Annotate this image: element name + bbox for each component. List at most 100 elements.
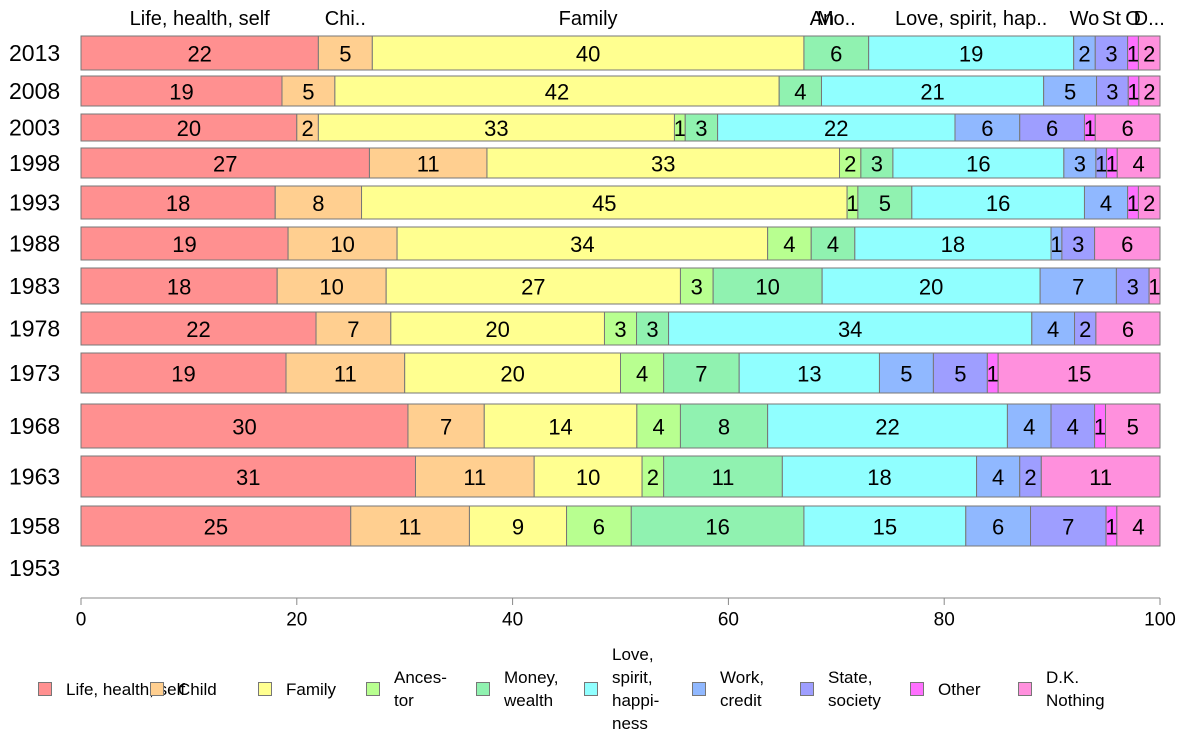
- data-label: 4: [636, 362, 648, 387]
- x-axis: 0 20 40 60 80 100: [76, 597, 1176, 631]
- bar-segment: [868, 35, 1075, 71]
- data-label: 10: [755, 275, 779, 300]
- data-label: 4: [1047, 317, 1059, 342]
- x-tick-label: 40: [502, 610, 523, 631]
- data-label: 9: [512, 515, 524, 540]
- data-label: 5: [954, 362, 966, 387]
- bar-segment: [1094, 226, 1161, 261]
- data-label: 6: [830, 42, 842, 67]
- bar-row: 19 10 34 4 4 18 1 3 6: [80, 226, 1161, 261]
- segment-header: D...: [1134, 8, 1165, 30]
- bar-segment: [368, 147, 488, 179]
- segment-header: O: [1125, 8, 1141, 30]
- legend-item: Ances- tor: [366, 646, 447, 732]
- bar-segment: [767, 403, 1008, 449]
- data-label: 5: [1127, 415, 1139, 440]
- bar-segment: [317, 113, 675, 142]
- bars: 22 5 40 6 19 2 3 1 219 5 42 4 21 5 3 1 220 2 33 1 3 22 6 6 1 627 1…: [80, 35, 1161, 547]
- data-label: 11: [463, 465, 486, 490]
- data-label: 18: [941, 232, 965, 257]
- data-label: 22: [824, 116, 848, 141]
- data-label: 3: [1074, 152, 1086, 177]
- data-label: 4: [1132, 515, 1144, 540]
- bar-segment: [361, 185, 848, 220]
- bar-segment: [80, 311, 317, 346]
- data-label: 1: [674, 116, 686, 141]
- legend-item: D.K. Nothing: [1018, 646, 1105, 732]
- bar-segment: [80, 267, 278, 305]
- bar-segment: [954, 113, 1021, 142]
- bar-segment: [668, 311, 1033, 346]
- data-label: 1: [1095, 152, 1107, 177]
- data-label: 3: [1105, 42, 1117, 67]
- bar-segment: [80, 185, 276, 220]
- bar-segment: [80, 352, 287, 394]
- bar-segment: [371, 35, 805, 71]
- data-label: 15: [1067, 362, 1091, 387]
- legend-label: Life, health, self: [66, 679, 186, 699]
- data-label: 42: [545, 80, 569, 105]
- data-label: 1: [846, 191, 858, 216]
- year-label: 2013: [9, 40, 60, 66]
- data-label: 20: [919, 275, 943, 300]
- legend-swatch: [38, 682, 52, 696]
- bar-segment: [860, 147, 894, 179]
- data-label: 1: [1050, 232, 1062, 257]
- data-label: 10: [319, 275, 343, 300]
- data-label: 4: [827, 232, 839, 257]
- data-label: 30: [232, 415, 256, 440]
- segment-header: Family: [559, 8, 618, 30]
- year-label: 1998: [9, 150, 60, 176]
- bar-segment: [80, 455, 416, 498]
- data-label: 11: [417, 152, 440, 177]
- year-label: 1958: [9, 513, 60, 539]
- data-label: 1: [987, 362, 999, 387]
- data-label: 15: [873, 515, 897, 540]
- legend-swatch: [366, 682, 380, 696]
- data-label: 18: [867, 465, 891, 490]
- bar-segment: [911, 185, 1085, 220]
- legend-label: Family: [286, 679, 337, 699]
- bar-row: 19 5 42 4 21 5 3 1 2: [80, 75, 1161, 107]
- data-label: 14: [548, 415, 572, 440]
- bar-row: 25 11 9 6 16 15 6 7 1 4: [80, 505, 1161, 547]
- data-label: 1: [1105, 515, 1117, 540]
- data-label: 1: [1148, 275, 1160, 300]
- bar-segment: [1040, 455, 1161, 498]
- bar-segment: [630, 505, 805, 547]
- bar-segment: [1137, 185, 1161, 220]
- data-label: 5: [302, 80, 314, 105]
- bar-segment: [486, 147, 841, 179]
- bar-row: 31 11 10 2 11 18 4 2 11: [80, 455, 1161, 498]
- year-label: 2008: [9, 78, 60, 104]
- legend-item: Money, wealth: [476, 646, 559, 732]
- legend-label: Ances- tor: [394, 668, 447, 710]
- data-label: 19: [171, 362, 195, 387]
- bar-segment: [636, 403, 681, 449]
- bar-segment: [1043, 75, 1098, 107]
- data-label: 4: [1067, 415, 1079, 440]
- legend-item: State, society: [800, 646, 881, 732]
- bar-segment: [350, 505, 470, 547]
- bar-segment: [468, 505, 568, 547]
- data-label: 8: [718, 415, 730, 440]
- legend-swatch: [910, 682, 924, 696]
- data-label: 6: [992, 515, 1004, 540]
- data-label: 33: [651, 152, 675, 177]
- legend-label: Child: [178, 679, 217, 699]
- bar-segment: [274, 185, 363, 220]
- data-label: 16: [986, 191, 1010, 216]
- data-label: 2: [1143, 191, 1155, 216]
- data-label: 2: [844, 152, 856, 177]
- data-label: 6: [981, 116, 993, 141]
- bar-row: 30 7 14 4 8 22 4 4 1 5: [80, 403, 1161, 449]
- legend-item: Life, health, self: [38, 646, 185, 732]
- legend-label: State, society: [828, 668, 881, 710]
- bar-segment: [566, 505, 632, 547]
- bar-segment: [717, 113, 956, 142]
- data-label: 34: [570, 232, 594, 257]
- segment-header: Life, health, self: [130, 8, 271, 30]
- bar-row: 22 7 20 3 3 34 4 2 6: [80, 311, 1161, 346]
- bar-segment: [820, 75, 1045, 107]
